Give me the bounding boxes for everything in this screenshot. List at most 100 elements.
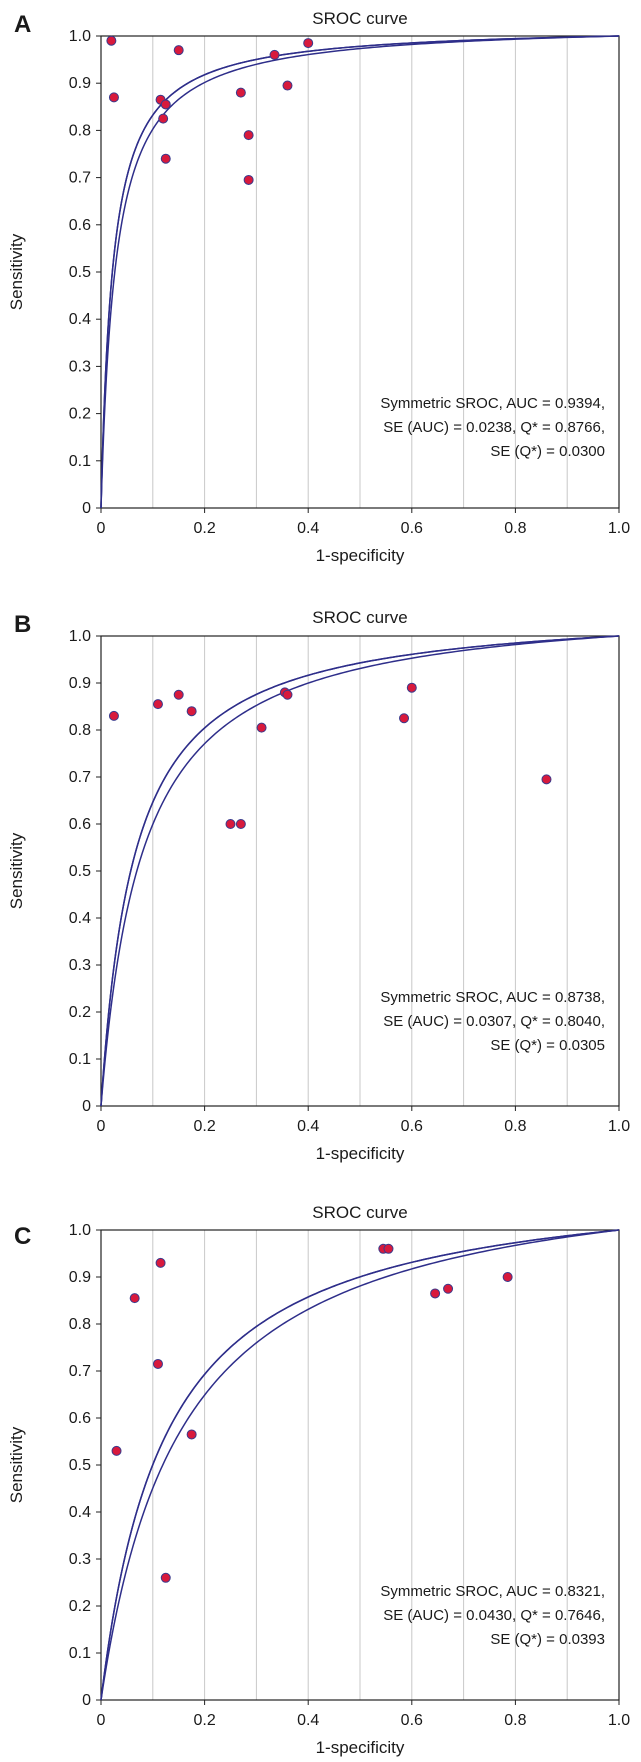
- x-tick-label: 0: [97, 1712, 106, 1729]
- y-tick-label: 0.5: [69, 863, 91, 880]
- sroc-annotation-line: SE (Q*) = 0.0305: [490, 1037, 605, 1054]
- y-tick-label: 1.0: [69, 1222, 91, 1239]
- x-tick-label: 0.2: [193, 1118, 215, 1135]
- sroc-annotation-line: SE (Q*) = 0.0393: [490, 1631, 605, 1648]
- sroc-curve-central: [100, 635, 620, 1107]
- study-point: [152, 699, 163, 710]
- sroc-annotation-line: Symmetric SROC, AUC = 0.8738,: [380, 989, 605, 1006]
- sroc-annotation-line: SE (AUC) = 0.0307, Q* = 0.8040,: [383, 1013, 605, 1030]
- x-tick-label: 0.6: [401, 1118, 423, 1135]
- study-point: [225, 819, 236, 829]
- study-point: [152, 1358, 163, 1369]
- y-tick-label: 0.9: [69, 675, 91, 692]
- study-point: [186, 1429, 197, 1440]
- sroc-curve-upper: [100, 35, 620, 508]
- study-point: [256, 722, 267, 733]
- study-point: [399, 713, 410, 724]
- study-point: [158, 113, 169, 124]
- y-tick-label: 1.0: [69, 628, 91, 645]
- study-point: [111, 1445, 122, 1456]
- sroc-annotation-line: Symmetric SROC, AUC = 0.9394,: [380, 395, 605, 412]
- y-tick-label: 0.4: [69, 311, 91, 328]
- y-tick-label: 0.1: [69, 1645, 91, 1662]
- y-tick-label: 0.6: [69, 217, 91, 234]
- sroc-curve-lower: [100, 635, 620, 1107]
- y-tick-label: 0.8: [69, 1316, 91, 1333]
- y-tick-label: 0.4: [69, 910, 91, 927]
- study-point: [282, 80, 293, 91]
- study-point: [282, 689, 293, 700]
- study-point: [186, 706, 197, 717]
- x-tick-label: 1.0: [608, 520, 630, 537]
- panel-letter: C: [14, 1223, 31, 1250]
- panel-c: C SROC curve 0 0.1 0.2 0.3 0.4 0.5 0.6 0.7 0.8 0.9 1…: [7, 1203, 630, 1757]
- sroc-annotation-line: SE (Q*) = 0.0300: [490, 443, 605, 460]
- y-tick-label: 0.1: [69, 453, 91, 470]
- y-tick-label: 0.3: [69, 957, 91, 974]
- study-point: [243, 174, 254, 185]
- x-tick-label: 0.2: [193, 520, 215, 537]
- sroc-annotation-line: SE (AUC) = 0.0238, Q* = 0.8766,: [383, 419, 605, 436]
- x-tick-label: 0: [97, 520, 106, 537]
- y-tick-label: 0: [82, 1692, 91, 1709]
- x-tick-label: 0.8: [504, 520, 526, 537]
- study-point: [269, 49, 280, 60]
- y-tick-label: 0.3: [69, 1551, 91, 1568]
- study-point: [235, 87, 246, 98]
- y-tick-label: 0.1: [69, 1051, 91, 1068]
- y-tick-label: 0.3: [69, 358, 91, 375]
- x-axis-label: 1-specificity: [316, 1144, 405, 1163]
- y-tick-label: 0.7: [69, 170, 91, 187]
- study-point: [235, 819, 246, 829]
- study-point: [502, 1272, 513, 1282]
- study-point: [430, 1288, 441, 1299]
- study-point: [129, 1293, 140, 1304]
- study-point: [106, 35, 117, 46]
- panel-b: B SROC curve 0 0.1 0.2 0.3 0.4 0.5 0.6 0.7 0.8 0.9 1…: [7, 608, 630, 1163]
- chart-title: SROC curve: [312, 1203, 407, 1222]
- y-tick-label: 0: [82, 1098, 91, 1115]
- study-point: [541, 774, 552, 785]
- y-tick-label: 0.8: [69, 122, 91, 139]
- panel-letter: A: [14, 11, 31, 38]
- study-point: [160, 99, 171, 110]
- sroc-curve-lower: [100, 1229, 620, 1701]
- chart-title: SROC curve: [312, 9, 407, 28]
- study-point: [173, 45, 184, 56]
- y-tick-label: 0.4: [69, 1504, 91, 1521]
- study-point: [406, 682, 417, 693]
- y-axis-label: Sensitivity: [7, 832, 26, 909]
- x-axis-label: 1-specificity: [316, 546, 405, 565]
- chart-title: SROC curve: [312, 608, 407, 627]
- y-tick-label: 0.7: [69, 1363, 91, 1380]
- x-tick-label: 0.2: [193, 1712, 215, 1729]
- y-tick-label: 0.7: [69, 769, 91, 786]
- sroc-curve-central: [100, 1229, 620, 1701]
- study-point: [155, 1257, 166, 1268]
- x-tick-label: 0.6: [401, 1712, 423, 1729]
- x-tick-label: 0.4: [297, 520, 319, 537]
- study-point: [160, 153, 171, 164]
- x-tick-label: 0.4: [297, 1712, 319, 1729]
- y-tick-label: 0.6: [69, 816, 91, 833]
- y-tick-label: 0.2: [69, 406, 91, 423]
- sroc-annotation-line: SE (AUC) = 0.0430, Q* = 0.7646,: [383, 1607, 605, 1624]
- y-tick-label: 0.5: [69, 264, 91, 281]
- y-axis-label: Sensitivity: [7, 233, 26, 310]
- x-axis-label: 1-specificity: [316, 1738, 405, 1757]
- x-tick-label: 1.0: [608, 1712, 630, 1729]
- y-tick-label: 0.8: [69, 722, 91, 739]
- study-point: [383, 1243, 394, 1254]
- y-tick-label: 0.6: [69, 1410, 91, 1427]
- study-point: [173, 689, 184, 700]
- study-point: [303, 38, 314, 49]
- y-tick-label: 0.2: [69, 1004, 91, 1021]
- y-axis-label: Sensitivity: [7, 1426, 26, 1503]
- study-point: [108, 710, 119, 721]
- x-tick-label: 1.0: [608, 1118, 630, 1135]
- x-tick-label: 0.8: [504, 1712, 526, 1729]
- sroc-curve-lower: [100, 35, 620, 508]
- y-tick-label: 1.0: [69, 28, 91, 45]
- x-tick-label: 0.4: [297, 1118, 319, 1135]
